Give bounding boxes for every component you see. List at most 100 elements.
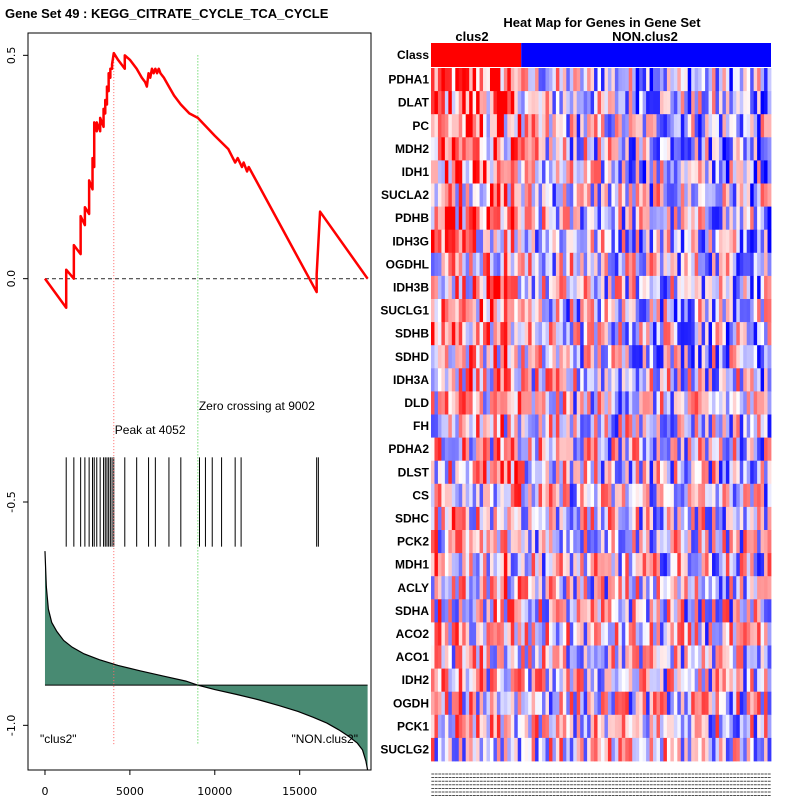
heatmap-cell — [632, 91, 637, 115]
heatmap-cell — [597, 553, 602, 577]
heatmap-cell — [483, 437, 487, 462]
heatmap-cell — [729, 553, 734, 577]
heatmap-cell — [656, 576, 661, 600]
heatmap-cell — [725, 714, 730, 739]
heatmap-cell — [597, 506, 602, 531]
heatmap-cell — [632, 645, 637, 669]
heatmap-cell — [635, 437, 640, 462]
heatmap-cell — [448, 206, 453, 231]
heatmap-cell — [601, 714, 605, 739]
heatmap-cell — [552, 160, 557, 184]
class-bar-clus2 — [431, 43, 522, 67]
heatmap-cell — [611, 737, 616, 762]
heatmap-cell — [767, 506, 772, 531]
heatmap-cell — [493, 206, 498, 231]
heatmap-cell — [507, 714, 512, 739]
heatmap-cell — [646, 737, 650, 762]
heatmap-cell — [701, 137, 706, 161]
heatmap-cell — [583, 229, 588, 254]
heatmap-cell — [545, 252, 550, 277]
heatmap-cell — [524, 691, 529, 716]
gene-label: IDH3B — [393, 280, 429, 294]
heatmap-cell — [569, 345, 574, 369]
heatmap-cell — [729, 668, 734, 693]
heatmap-cell — [486, 160, 491, 184]
heatmap-cell — [510, 668, 515, 693]
heatmap-cell — [483, 68, 487, 92]
heatmap-cell — [524, 622, 529, 646]
heatmap-cell — [618, 252, 623, 277]
heatmap-cell — [687, 437, 692, 462]
heatmap-cell — [653, 645, 657, 669]
heatmap-cell — [694, 299, 699, 323]
heatmap-cell — [469, 206, 474, 231]
heatmap-cell — [597, 91, 602, 115]
heatmap-cell — [548, 668, 553, 693]
heatmap-cell — [555, 714, 560, 739]
heatmap-cell — [580, 206, 585, 231]
heatmap-cell — [607, 345, 612, 369]
heatmap-cell — [489, 368, 494, 392]
heatmap-cell — [517, 345, 522, 369]
heatmap-cell — [594, 368, 598, 392]
heatmap-cell — [757, 91, 761, 115]
heatmap-cell — [434, 68, 439, 92]
heatmap-cell — [434, 114, 439, 138]
heatmap-cell — [489, 691, 494, 716]
heatmap-cell — [531, 345, 536, 369]
heatmap-cell — [458, 114, 463, 138]
heatmap-cell — [743, 414, 748, 438]
heatmap-cell — [663, 299, 668, 323]
heatmap-cell — [705, 391, 709, 415]
heatmap-cell — [548, 714, 553, 739]
heatmap-cell — [431, 714, 435, 739]
heatmap-cell — [524, 91, 529, 115]
heatmap-cell — [736, 252, 741, 277]
heatmap-cell — [746, 622, 751, 646]
heatmap-cell — [739, 368, 744, 392]
heatmap-cell — [743, 553, 748, 577]
heatmap-cell — [496, 391, 501, 415]
heatmap-cell — [632, 137, 637, 161]
heatmap-cell — [535, 576, 539, 600]
heatmap-cell — [566, 368, 571, 392]
heatmap-cell — [562, 345, 567, 369]
heatmap-cell — [465, 275, 470, 300]
heatmap-cell — [521, 599, 526, 623]
heatmap-cell — [649, 460, 654, 485]
heatmap-cell — [451, 599, 456, 623]
heatmap-cell — [625, 160, 630, 184]
heatmap-cell — [503, 483, 508, 508]
heatmap-cell — [743, 645, 748, 669]
heatmap-cell — [486, 391, 491, 415]
heatmap-cell — [448, 714, 453, 739]
heatmap-cell — [687, 206, 692, 231]
heatmap-cell — [462, 322, 467, 346]
heatmap-cell — [483, 183, 487, 207]
heatmap-cell — [573, 299, 578, 323]
heatmap-cell — [514, 391, 519, 415]
heatmap-cell — [580, 737, 585, 762]
heatmap-cell — [708, 229, 713, 254]
heatmap-cell — [680, 553, 685, 577]
heatmap-cell — [569, 460, 574, 485]
heatmap-cell — [552, 299, 557, 323]
heatmap-cell — [552, 691, 557, 716]
heatmap-cell — [639, 322, 644, 346]
heatmap-cell — [455, 737, 460, 762]
heatmap-cell — [548, 530, 553, 554]
heatmap-cell — [677, 252, 682, 277]
heatmap-cell — [642, 622, 647, 646]
heatmap-cell — [732, 622, 737, 646]
heatmap-cell — [431, 737, 435, 762]
heatmap-cell — [451, 414, 456, 438]
heatmap-cell — [611, 668, 616, 693]
heatmap-cell — [500, 437, 505, 462]
heatmap-cell — [548, 299, 553, 323]
heatmap-cell — [628, 322, 633, 346]
heatmap-cell — [725, 160, 730, 184]
heatmap-cell — [750, 691, 755, 716]
heatmap-cell — [451, 483, 456, 508]
heatmap-cell — [687, 114, 692, 138]
heatmap-cell — [496, 114, 501, 138]
